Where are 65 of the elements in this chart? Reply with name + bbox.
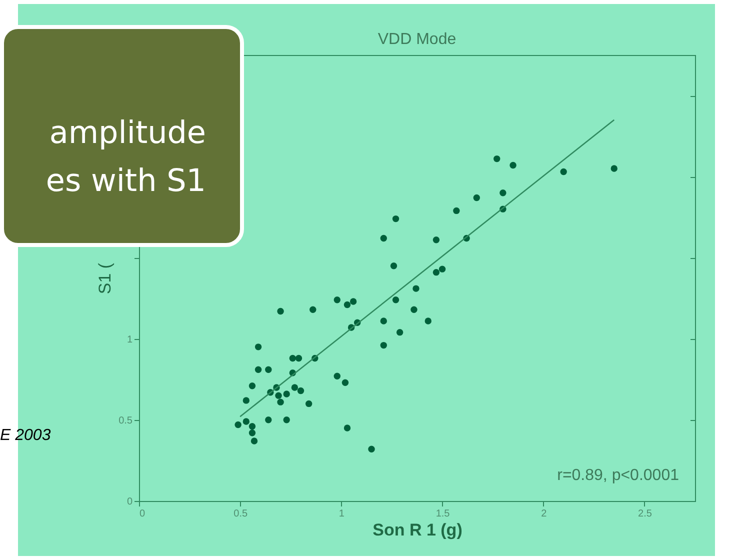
point [242,418,250,425]
point [305,400,312,408]
point [368,446,375,452]
point [432,236,440,244]
x-axis-title: Son R 1 (g) [372,520,462,540]
point [297,387,304,394]
point [392,215,400,222]
point [438,266,446,272]
annotation: es with S1 [46,162,206,201]
point [494,155,500,162]
point [275,392,282,399]
point [289,354,296,362]
point [432,268,440,276]
y-tick-label: 0.5 [118,415,133,426]
point [473,194,480,202]
y-tick-label: 0 [126,496,133,508]
y-axis-title: S1 ( [96,262,115,294]
point [277,398,284,406]
point [342,379,349,386]
point [310,306,316,313]
point [344,301,351,308]
x-tick-label: 0 [140,508,146,520]
point [344,424,351,432]
point [334,296,340,304]
point [392,296,400,304]
point [242,397,250,404]
point [265,366,272,373]
point [390,262,398,270]
point [277,308,284,315]
point [334,372,340,380]
point [380,342,387,349]
point [510,162,516,169]
x-tick-label: 2 [541,508,548,520]
point [254,366,262,373]
x-tick-label: 1.5 [436,508,450,520]
point [350,298,357,305]
x-tick-label: 1 [338,508,345,520]
point [291,384,298,391]
point [248,423,256,430]
annotation: r=0.89, p<0.0001 [557,467,680,484]
text: E 2003 [0,427,51,445]
point [265,416,272,424]
point [410,306,418,313]
point [453,207,460,214]
x-tick-label: 2.5 [638,508,652,520]
point [248,382,256,390]
annotation: amplitude [49,114,206,153]
point [250,438,258,444]
point [560,168,567,176]
point [380,234,387,242]
point [412,285,420,292]
point [234,421,242,428]
point [295,354,302,362]
chart-title: VDD Mode [378,31,456,48]
point [424,318,432,324]
point [283,390,290,398]
point [283,416,290,424]
x-tick-label: 0.5 [234,508,248,520]
point [610,165,618,172]
point [248,430,256,436]
point [396,328,404,336]
y-tick-label: 1 [126,334,133,346]
point [380,318,387,324]
point [500,190,506,196]
point [254,344,262,350]
